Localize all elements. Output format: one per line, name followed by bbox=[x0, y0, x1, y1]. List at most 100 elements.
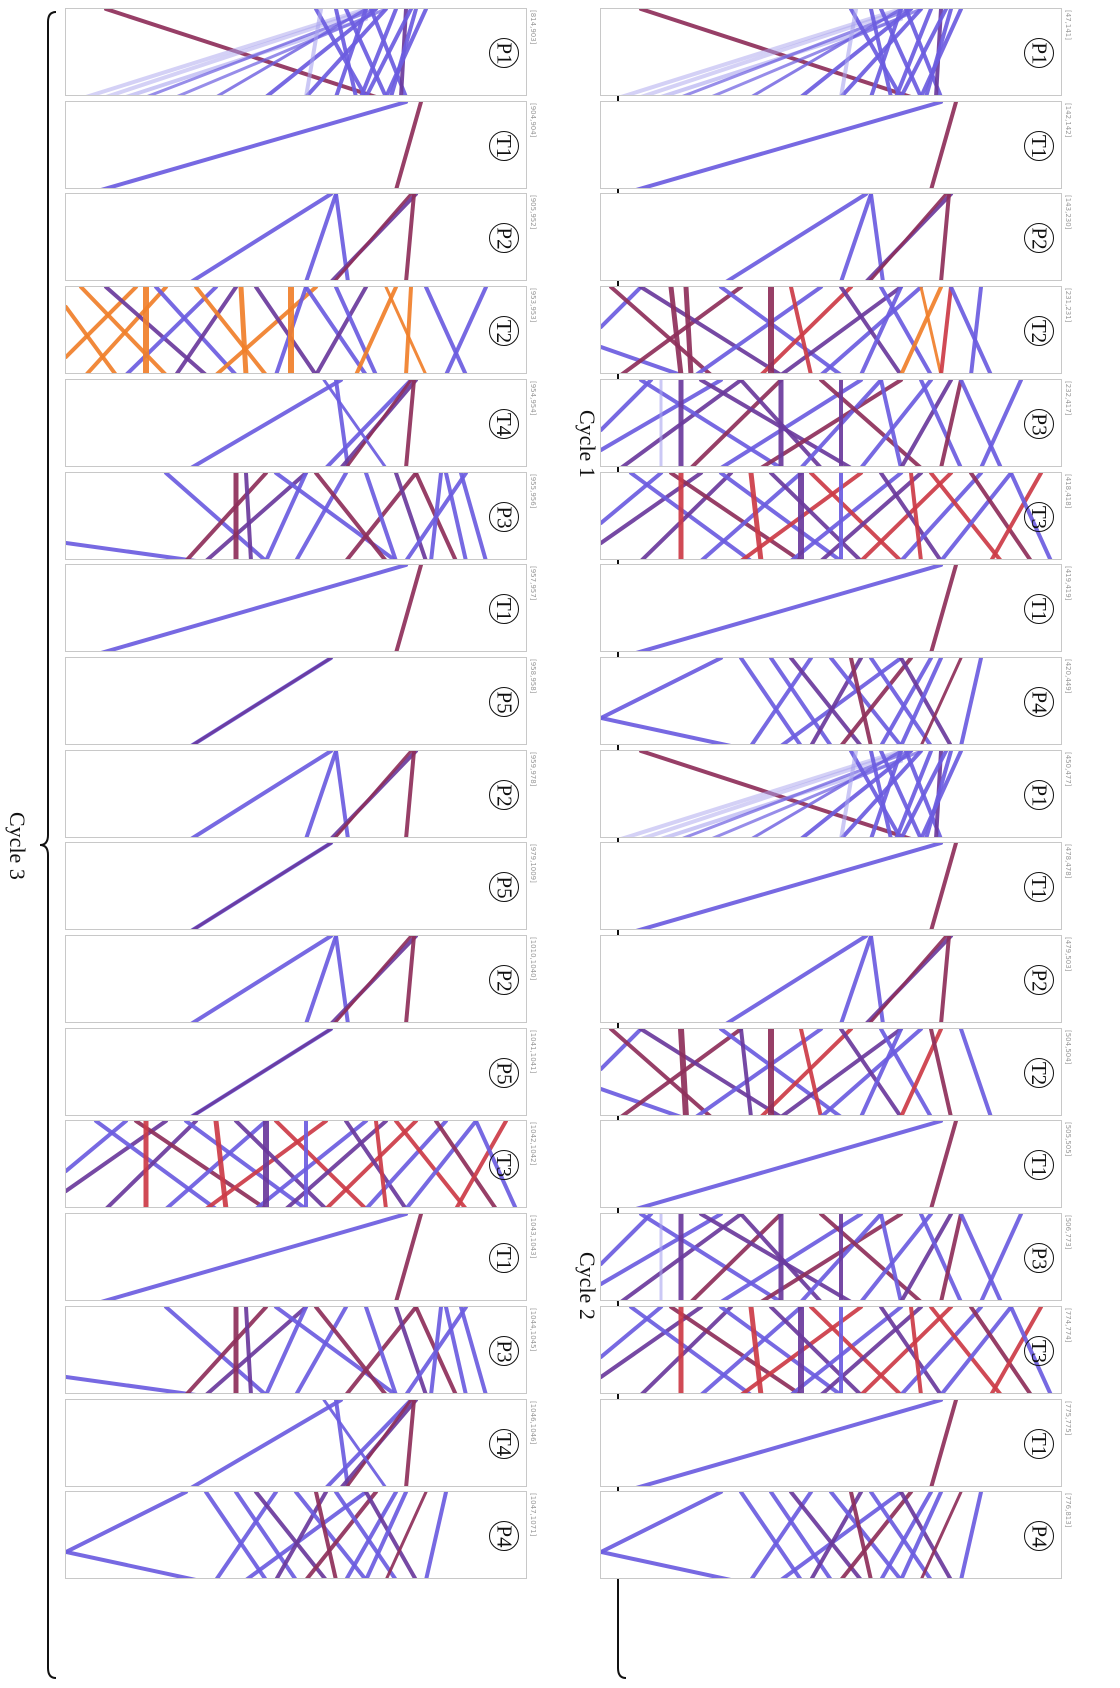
trace-line bbox=[100, 102, 408, 188]
trace-line bbox=[94, 1121, 217, 1207]
stage-panel: P1 bbox=[65, 8, 527, 96]
trace-line bbox=[669, 473, 802, 559]
stage-panel: P2 bbox=[65, 750, 527, 838]
phase-label-text: P2 bbox=[1027, 968, 1052, 992]
label-circle bbox=[1024, 1150, 1054, 1180]
trace-line bbox=[444, 1307, 468, 1393]
range-label: [419,419] bbox=[1064, 566, 1072, 601]
phase-label-text: T1 bbox=[1027, 134, 1052, 158]
trace-line bbox=[919, 380, 963, 466]
phase-label: P2 bbox=[1024, 223, 1054, 253]
range-label: [953,953] bbox=[529, 288, 537, 323]
trace-line bbox=[100, 565, 408, 651]
trace-line bbox=[333, 936, 413, 1022]
label-circle bbox=[1024, 594, 1054, 624]
range-label: [904,904] bbox=[529, 103, 537, 138]
trace-line bbox=[234, 1121, 327, 1207]
trace-line bbox=[404, 936, 416, 1022]
trace-line bbox=[769, 473, 862, 559]
stage-panel: P4 bbox=[600, 657, 1062, 745]
range-label: [420,449] bbox=[1064, 659, 1072, 694]
range-label: [774,774] bbox=[1064, 1308, 1072, 1343]
trace-line bbox=[839, 1029, 903, 1115]
stage-panel: P5 bbox=[65, 657, 527, 745]
range-label: [450,477] bbox=[1064, 752, 1072, 787]
trace-line bbox=[879, 1307, 943, 1393]
trace-line bbox=[969, 287, 983, 373]
range-label: [1043,1043] bbox=[529, 1215, 537, 1259]
trace-line bbox=[695, 1029, 823, 1115]
phase-label: T1 bbox=[489, 131, 519, 161]
panel-lines bbox=[635, 102, 958, 188]
trace-line bbox=[989, 473, 1043, 559]
trace-line bbox=[364, 473, 398, 559]
trace-line bbox=[899, 658, 953, 744]
range-label: [232,417] bbox=[1064, 381, 1072, 416]
trace-line bbox=[809, 473, 902, 559]
trace-line bbox=[859, 287, 903, 373]
trace-line bbox=[860, 473, 953, 559]
trace-line bbox=[384, 9, 428, 95]
stage-panel: P5 bbox=[65, 1028, 527, 1116]
trace-line bbox=[66, 1121, 128, 1173]
panel-lines bbox=[620, 9, 963, 95]
trace-line bbox=[213, 1121, 229, 1207]
trace-line bbox=[190, 194, 333, 280]
range-label: [47,141] bbox=[1064, 10, 1072, 40]
trace-line bbox=[205, 473, 308, 559]
trace-line bbox=[314, 1492, 338, 1578]
trace-line bbox=[879, 1029, 933, 1115]
phase-label-text: P2 bbox=[492, 783, 517, 807]
trace-line bbox=[66, 1375, 197, 1393]
trace-line bbox=[668, 287, 684, 373]
trace-line bbox=[868, 194, 948, 280]
trace-line bbox=[780, 287, 903, 373]
trace-line bbox=[620, 287, 743, 373]
trace-line bbox=[345, 1400, 413, 1486]
trace-line bbox=[939, 380, 963, 466]
trace-line bbox=[66, 1492, 188, 1554]
trace-line bbox=[725, 936, 868, 1022]
trace-line bbox=[789, 287, 813, 373]
trace-line bbox=[274, 473, 397, 559]
trace-line bbox=[334, 9, 358, 95]
label-circle bbox=[489, 223, 519, 253]
phase-label: T1 bbox=[1024, 131, 1054, 161]
trace-line bbox=[629, 1307, 752, 1393]
trace-line bbox=[424, 1492, 448, 1578]
trace-line bbox=[899, 9, 948, 95]
label-circle bbox=[1024, 687, 1054, 717]
trace-line bbox=[809, 1307, 902, 1393]
trace-line bbox=[748, 473, 764, 559]
trace-line bbox=[238, 287, 249, 373]
trace-line bbox=[635, 1400, 943, 1486]
range-label: [1042,1042] bbox=[529, 1122, 537, 1166]
label-circle bbox=[489, 594, 519, 624]
trace-line bbox=[404, 1400, 416, 1486]
trace-line bbox=[748, 1307, 764, 1393]
trace-line bbox=[601, 473, 703, 545]
trace-line bbox=[900, 1307, 983, 1393]
stage-panel: T1 bbox=[600, 842, 1062, 930]
trace-line bbox=[819, 380, 922, 466]
trace-line bbox=[364, 9, 413, 95]
trace-line bbox=[969, 1307, 1033, 1393]
phase-label: P4 bbox=[1024, 687, 1054, 717]
panel-lines bbox=[601, 1307, 1053, 1393]
trace-line bbox=[374, 1121, 388, 1207]
trace-line bbox=[849, 9, 903, 95]
trace-line bbox=[790, 1307, 903, 1393]
panel-lines bbox=[725, 936, 953, 1022]
phase-label: T1 bbox=[1024, 594, 1054, 624]
label-circle bbox=[1024, 1243, 1054, 1273]
stage-panel: P1 bbox=[600, 8, 1062, 96]
label-circle bbox=[1024, 223, 1054, 253]
stage-panel: T1 bbox=[600, 101, 1062, 189]
trace-line bbox=[601, 287, 643, 329]
label-circle bbox=[1024, 1521, 1054, 1551]
panel-lines bbox=[601, 473, 1053, 559]
stage-panel: T4 bbox=[65, 379, 527, 467]
panel-lines bbox=[190, 380, 418, 466]
range-label: [143,230] bbox=[1064, 195, 1072, 230]
